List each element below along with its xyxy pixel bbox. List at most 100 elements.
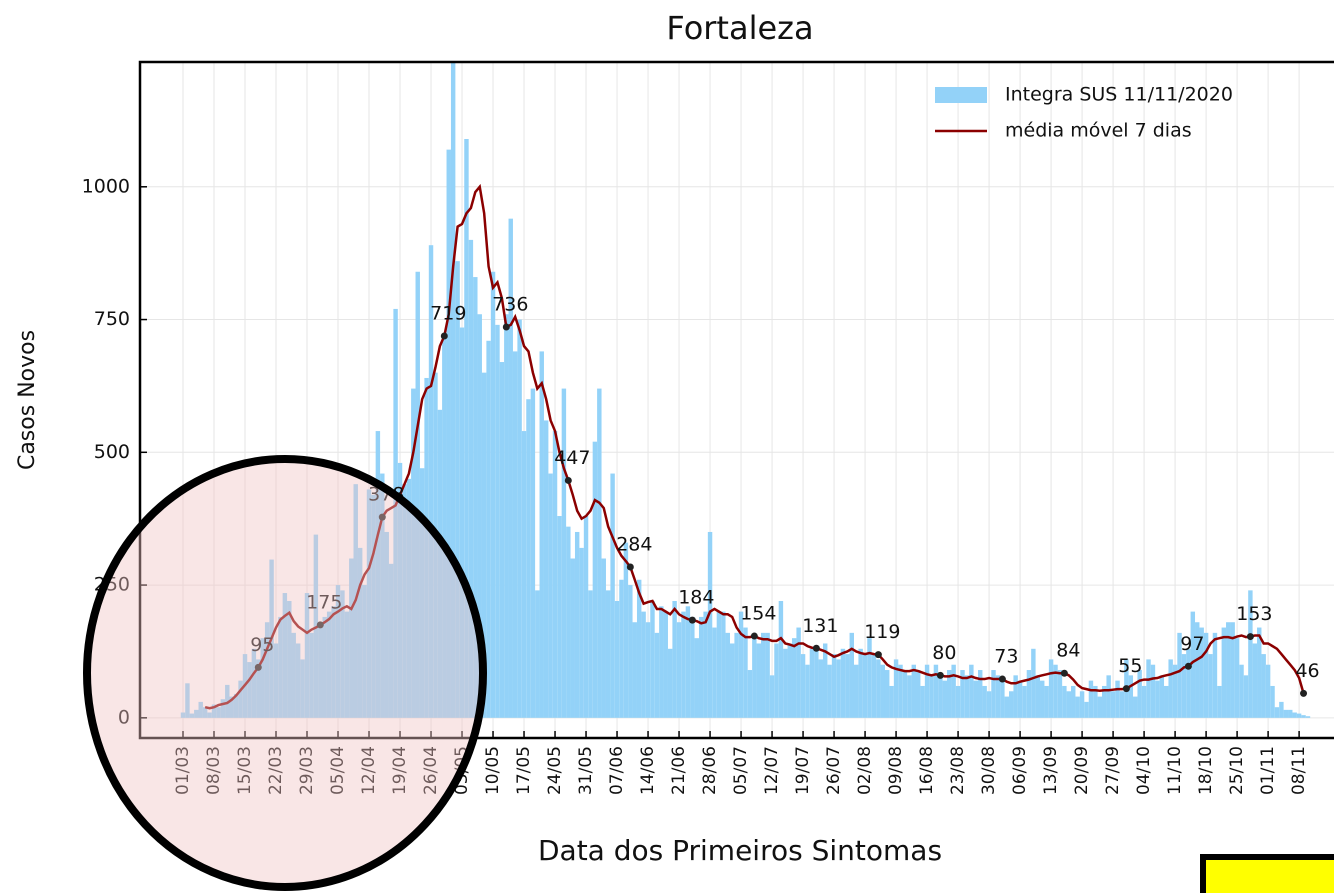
bar — [645, 622, 651, 718]
bar — [619, 579, 624, 718]
bar — [397, 462, 403, 718]
bar — [791, 638, 797, 718]
point-marker — [316, 621, 324, 629]
bar — [787, 643, 792, 718]
point-marker — [1060, 669, 1068, 677]
bar — [1071, 685, 1076, 718]
bar — [1261, 654, 1266, 718]
bar — [1004, 696, 1010, 718]
bar — [189, 713, 195, 718]
bar — [853, 664, 859, 718]
x-tick-label: 12/04 — [359, 746, 379, 795]
data-label: 131 — [802, 615, 838, 637]
data-label: 119 — [864, 621, 900, 643]
y-tick-label: 500 — [94, 441, 130, 463]
bar — [840, 648, 846, 718]
bar — [628, 585, 633, 718]
bar — [1252, 643, 1258, 718]
bar — [548, 473, 553, 718]
bar — [380, 473, 385, 718]
bar — [889, 685, 894, 718]
bar — [1217, 685, 1222, 718]
bar — [707, 531, 713, 718]
bar — [676, 622, 682, 718]
x-tick-label: 05/04 — [328, 746, 348, 795]
data-label: 284 — [616, 534, 652, 556]
x-tick-label: 01/11 — [1258, 746, 1278, 795]
point-marker — [1184, 662, 1192, 670]
bar — [800, 654, 806, 718]
bar — [459, 327, 465, 718]
x-tick-label: 27/09 — [1103, 746, 1123, 795]
legend-label: Integra SUS 11/11/2020 — [1005, 84, 1233, 106]
bar — [1212, 632, 1218, 718]
bar — [198, 701, 203, 718]
x-tick-label: 25/10 — [1227, 746, 1247, 795]
x-tick-label: 02/08 — [855, 746, 875, 795]
bar — [805, 664, 810, 718]
bar — [309, 632, 314, 718]
bar — [822, 643, 828, 718]
bar — [1279, 701, 1284, 718]
data-label: 46 — [1295, 660, 1319, 682]
bar — [1141, 685, 1147, 718]
bar — [318, 624, 323, 718]
bar — [911, 664, 916, 718]
bar — [1150, 664, 1156, 718]
point-marker — [874, 651, 882, 659]
bar — [1075, 696, 1080, 718]
bar — [1062, 685, 1067, 718]
bar — [809, 648, 815, 718]
bar — [725, 632, 730, 718]
x-tick-label: 28/06 — [700, 746, 720, 795]
bar — [211, 704, 217, 718]
bar — [796, 627, 801, 718]
bar — [1128, 675, 1134, 718]
bar — [508, 218, 513, 718]
bar — [287, 600, 292, 718]
bar — [694, 638, 699, 718]
data-label: 184 — [678, 587, 714, 609]
bar — [1288, 709, 1293, 718]
bar — [402, 484, 407, 718]
bar — [902, 670, 908, 718]
bar — [1115, 680, 1120, 718]
data-label: 95 — [250, 634, 274, 656]
bar — [774, 643, 779, 718]
bar — [783, 648, 788, 718]
bar — [322, 616, 327, 718]
bar — [650, 600, 655, 718]
bar — [1292, 712, 1297, 718]
bar — [1146, 659, 1151, 718]
bar — [256, 659, 261, 718]
x-axis-label: Data dos Primeiros Sintomas — [538, 834, 942, 867]
bar — [964, 675, 970, 718]
bar — [291, 632, 296, 718]
x-tick-label: 21/06 — [669, 746, 689, 795]
plot-area: 9517537871973644728418415413111980738455… — [180, 62, 1320, 718]
bar — [1234, 638, 1240, 718]
bar — [858, 648, 863, 718]
bar — [862, 654, 868, 718]
bar — [1102, 685, 1107, 718]
bar — [743, 627, 748, 718]
bar — [574, 531, 580, 718]
point-marker — [1122, 685, 1130, 693]
bar — [973, 680, 979, 718]
bar — [543, 420, 549, 718]
bar — [504, 314, 509, 718]
y-tick-label: 750 — [94, 308, 130, 330]
bar — [814, 648, 819, 718]
x-tick-label: 22/03 — [266, 746, 286, 795]
bar — [765, 632, 770, 718]
point-marker — [626, 563, 634, 571]
bar — [1239, 664, 1244, 718]
bar — [601, 558, 606, 718]
bar — [1093, 685, 1098, 718]
bar — [654, 632, 660, 718]
data-label: 153 — [1236, 603, 1272, 625]
x-tick-label: 04/10 — [1134, 746, 1154, 795]
x-tick-label: 26/07 — [824, 746, 844, 795]
bar — [477, 314, 482, 718]
bar — [530, 388, 536, 718]
